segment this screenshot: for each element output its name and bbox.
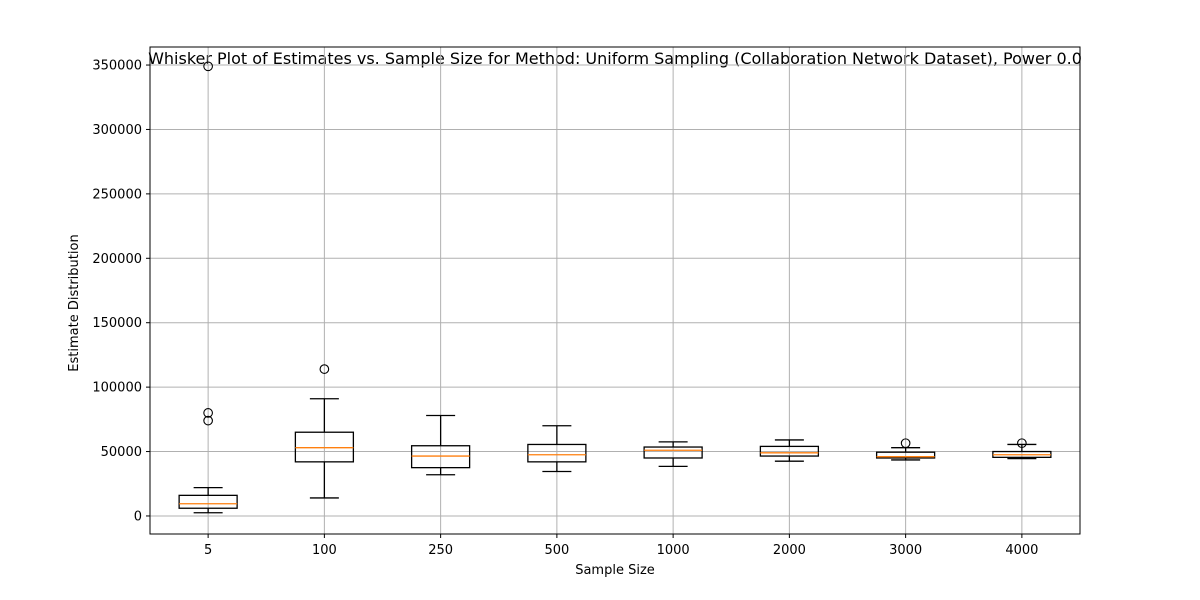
y-tick-label: 250000: [92, 187, 142, 202]
axis-ticks: 0 50000 100000 150000 200000 250000 300000 3500…: [92, 59, 1038, 558]
x-tick-label: 100: [312, 543, 337, 558]
x-tick-label: 250: [428, 543, 453, 558]
iqr-box: [178, 494, 238, 509]
outlier-point: [203, 61, 213, 72]
x-tick-label: 500: [544, 543, 569, 558]
outlier-point: [203, 415, 213, 426]
iqr-box: [875, 451, 936, 459]
y-tick-label: 350000: [92, 59, 142, 74]
y-tick-label: 150000: [92, 316, 142, 331]
x-tick-label: 3000: [889, 543, 922, 558]
y-tick-label: 100000: [92, 381, 142, 396]
box-group-100: [294, 364, 355, 499]
y-tick-label: 0: [134, 509, 142, 524]
x-tick-label: 5: [204, 543, 212, 558]
y-tick-label: 300000: [92, 123, 142, 138]
outlier-point: [203, 408, 213, 418]
iqr-box: [643, 446, 703, 459]
outlier-point: [319, 364, 330, 374]
x-tick-label: 4000: [1005, 543, 1038, 558]
box-series: [178, 61, 1052, 514]
box-group-5: [178, 61, 238, 514]
x-tick-label: 1000: [657, 543, 690, 558]
grid-lines: [150, 47, 1080, 534]
box-group-500: [527, 425, 587, 473]
x-axis-label: Sample Size: [575, 563, 655, 578]
outlier-point: [1017, 438, 1027, 449]
outlier-point: [900, 438, 911, 449]
y-axis-label: Estimate Distribution: [67, 234, 82, 371]
box-group-250: [410, 414, 471, 476]
iqr-box: [527, 443, 587, 463]
y-tick-label: 200000: [92, 252, 142, 267]
box-group-2000: [759, 439, 820, 462]
box-group-1000: [643, 441, 703, 468]
chart-title: Whisker Plot of Estimates vs. Sample Siz…: [148, 49, 1082, 68]
box-group-3000: [875, 438, 936, 461]
plot-frame: [149, 46, 1081, 535]
box-group-4000: [992, 438, 1052, 460]
y-tick-label: 50000: [101, 445, 142, 460]
iqr-box: [759, 445, 820, 457]
x-tick-label: 2000: [773, 543, 806, 558]
